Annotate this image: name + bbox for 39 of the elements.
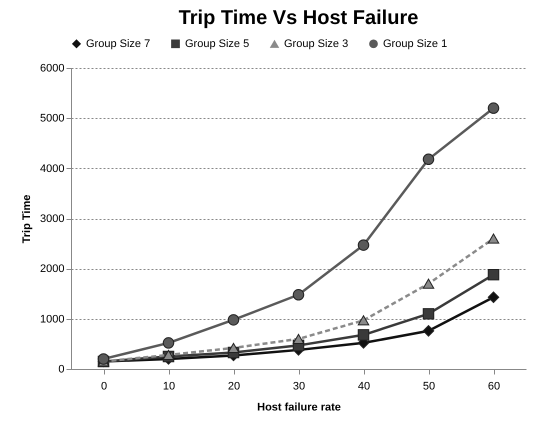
point <box>292 334 304 344</box>
legend-label: Group Size 5 <box>185 38 250 50</box>
x-tick-label: 40 <box>358 380 370 392</box>
point <box>488 268 500 280</box>
point <box>228 342 240 353</box>
point <box>422 308 434 320</box>
point <box>488 234 500 244</box>
legend-label: Group Size 7 <box>86 38 150 50</box>
point <box>358 315 370 326</box>
y-axis-title: Trip Time <box>21 194 34 244</box>
legend-label: Group Size 3 <box>284 38 348 50</box>
point <box>98 353 110 365</box>
x-axis-title: Host failure rate <box>257 402 341 414</box>
point <box>422 325 434 337</box>
point <box>358 329 370 341</box>
point <box>292 289 304 300</box>
point <box>422 278 434 289</box>
y-tick-label: 5000 <box>40 112 64 125</box>
y-tick-label: 6000 <box>40 62 64 74</box>
x-tick-label: 10 <box>162 380 176 392</box>
x-tick-label: 0 <box>100 380 108 392</box>
x-tick-label: 30 <box>292 380 306 392</box>
y-tick-label: 0 <box>58 364 64 376</box>
point <box>488 102 500 114</box>
x-tick-label: 60 <box>488 380 500 392</box>
y-tick-label: 3000 <box>40 213 64 225</box>
point <box>162 350 174 360</box>
y-tick-label: 2000 <box>40 263 64 276</box>
chart-title: Trip Time Vs Host Failure <box>178 7 418 29</box>
point <box>162 337 174 349</box>
point <box>488 292 500 304</box>
y-tick-label: 1000 <box>40 313 64 326</box>
legend-label: Group Size 1 <box>383 38 448 50</box>
x-tick-label: 20 <box>228 380 240 392</box>
y-tick-label: 4000 <box>40 162 64 175</box>
x-tick-label: 50 <box>422 380 436 392</box>
point <box>422 154 434 166</box>
point <box>228 314 240 326</box>
point <box>358 239 370 251</box>
